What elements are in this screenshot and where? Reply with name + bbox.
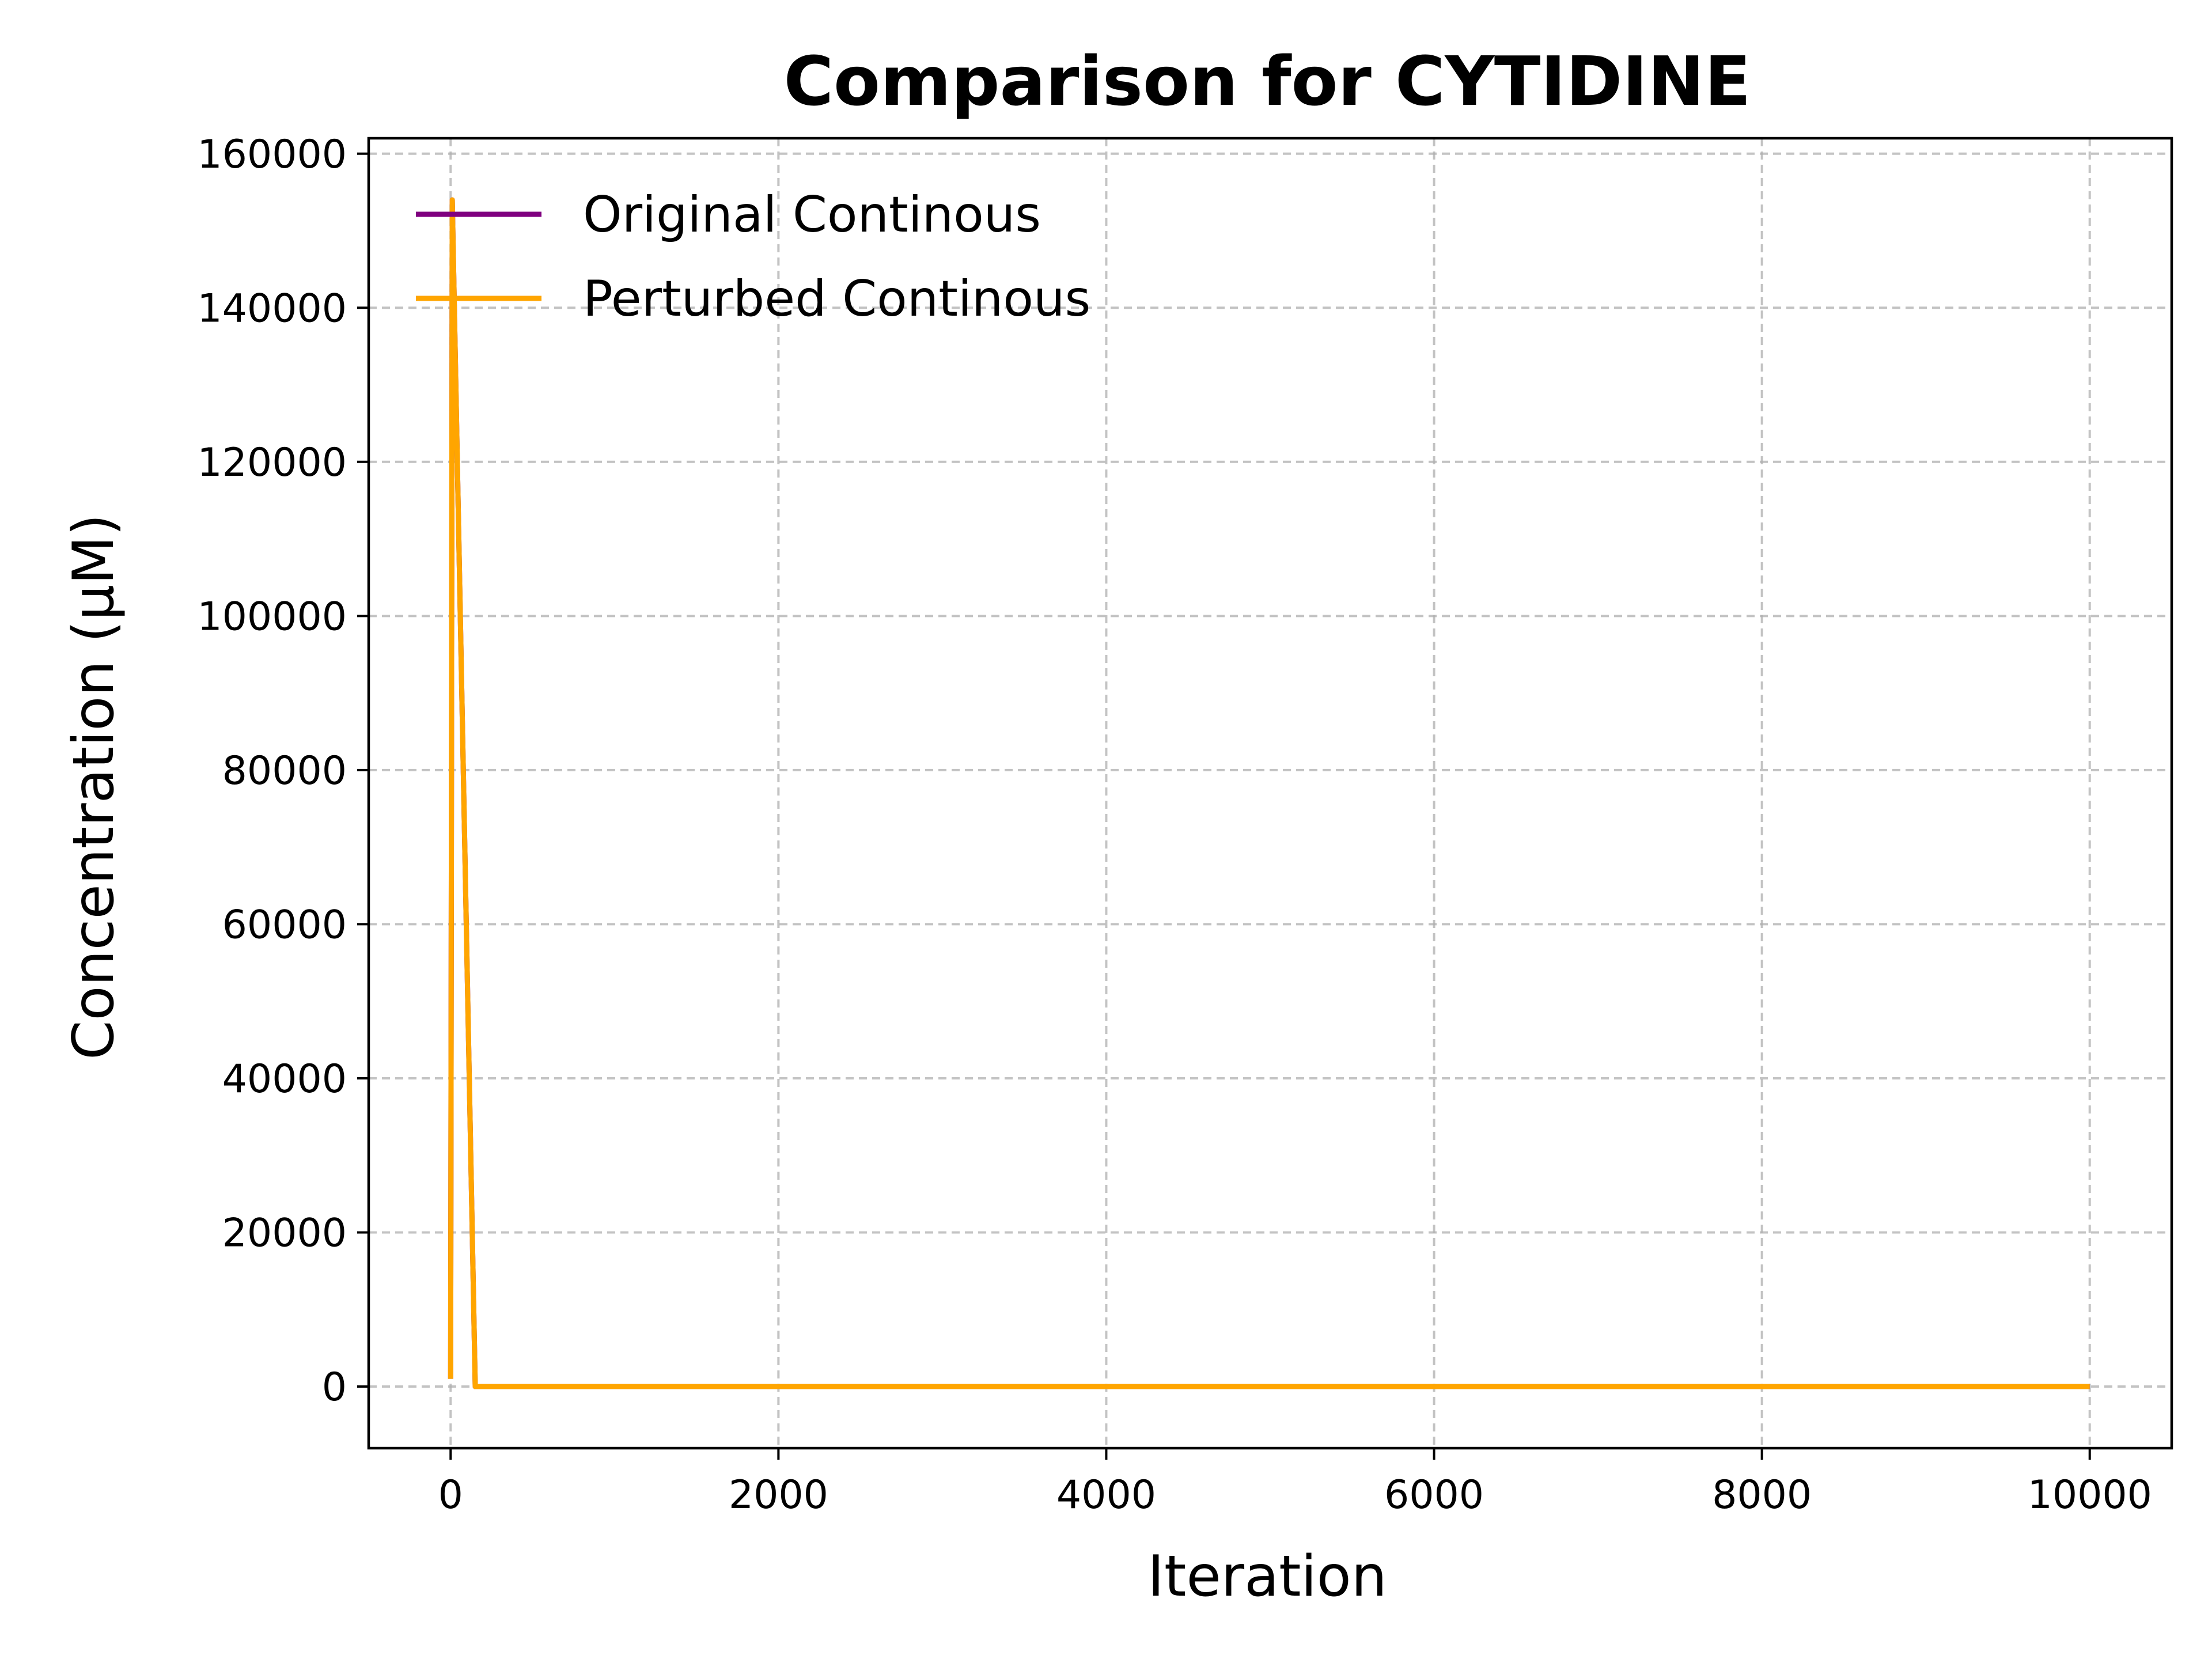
y-tick-label: 140000 (197, 286, 347, 331)
x-tick-label: 10000 (2028, 1472, 2152, 1518)
legend-label: Perturbed Continous (583, 270, 1090, 328)
x-tick-label: 0 (438, 1472, 463, 1518)
chart-title: Comparison for CYTIDINE (783, 41, 1751, 121)
y-tick-label: 60000 (222, 902, 347, 948)
x-axis-label: Iteration (1147, 1544, 1387, 1609)
y-tick-label: 40000 (222, 1056, 347, 1102)
x-tick-label: 8000 (1712, 1472, 1812, 1518)
y-axis-label: Concentration (μM) (61, 514, 127, 1060)
x-tick-label: 6000 (1384, 1472, 1484, 1518)
y-tick-label: 160000 (197, 132, 347, 177)
y-tick-label: 0 (322, 1365, 347, 1410)
legend-label: Original Continous (583, 186, 1041, 244)
y-tick-label: 100000 (197, 594, 347, 639)
x-tick-label: 4000 (1056, 1472, 1156, 1518)
x-tick-label: 2000 (729, 1472, 828, 1518)
y-tick-label: 20000 (222, 1210, 347, 1256)
y-tick-label: 120000 (197, 440, 347, 486)
y-tick-label: 80000 (222, 748, 347, 794)
